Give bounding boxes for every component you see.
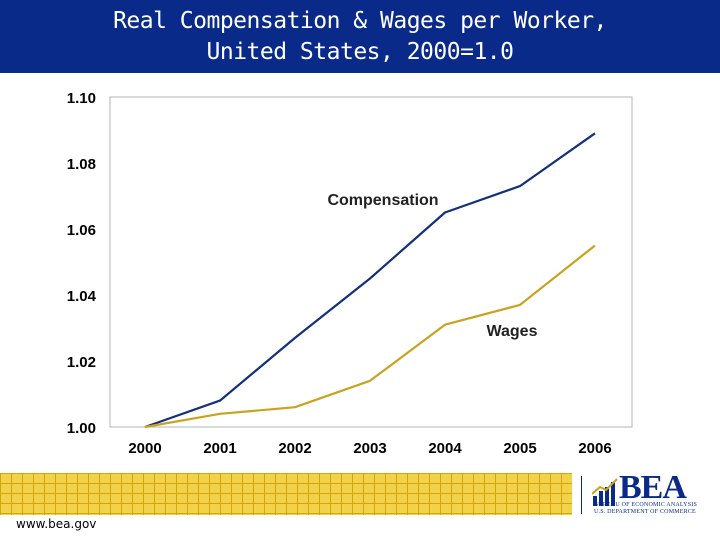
y-tick-label: 1.00 [67,420,96,437]
website-url[interactable]: www.bea.gov [16,517,97,531]
x-tick-label: 2005 [503,440,536,457]
x-tick-label: 2000 [128,440,161,457]
x-tick-label: 2004 [428,440,462,457]
logo-department: U.S. DEPARTMENT OF COMMERCE [594,509,696,515]
x-tick-label: 2006 [578,440,611,457]
bar-chart-icon [592,478,618,506]
logo-subtitle: BUREAU OF ECONOMIC ANALYSIS [594,502,697,508]
bea-logo: BEA BUREAU OF ECONOMIC ANALYSIS U.S. DEP… [592,469,702,515]
y-tick-label: 1.04 [67,288,97,305]
y-tick-label: 1.02 [67,354,96,371]
series-line-compensation [144,132,596,429]
series-label-wages: Wages [487,323,538,340]
x-tick-label: 2002 [278,440,311,457]
line-chart: 1.00 1.02 1.04 1.06 1.08 1.10 2000 2001 2002 2003… [67,90,633,457]
decorative-grid-band [0,473,572,515]
y-tick-label: 1.10 [67,90,96,107]
footer-divider [581,476,582,514]
series-line-wages [144,244,596,429]
y-tick-label: 1.06 [67,222,96,239]
slide-title-line-1: Real Compensation & Wages per Worker, [113,7,607,34]
slide-header: Real Compensation & Wages per Worker, Un… [0,0,720,73]
slide-title-line-2: United States, 2000=1.0 [206,38,515,65]
plot-area [109,96,633,428]
y-tick-label: 1.08 [67,156,96,173]
x-tick-label: 2001 [203,440,236,457]
x-tick-label: 2003 [353,440,386,457]
logo-wordmark: BEA [619,469,687,506]
series-label-compensation: Compensation [327,192,438,209]
